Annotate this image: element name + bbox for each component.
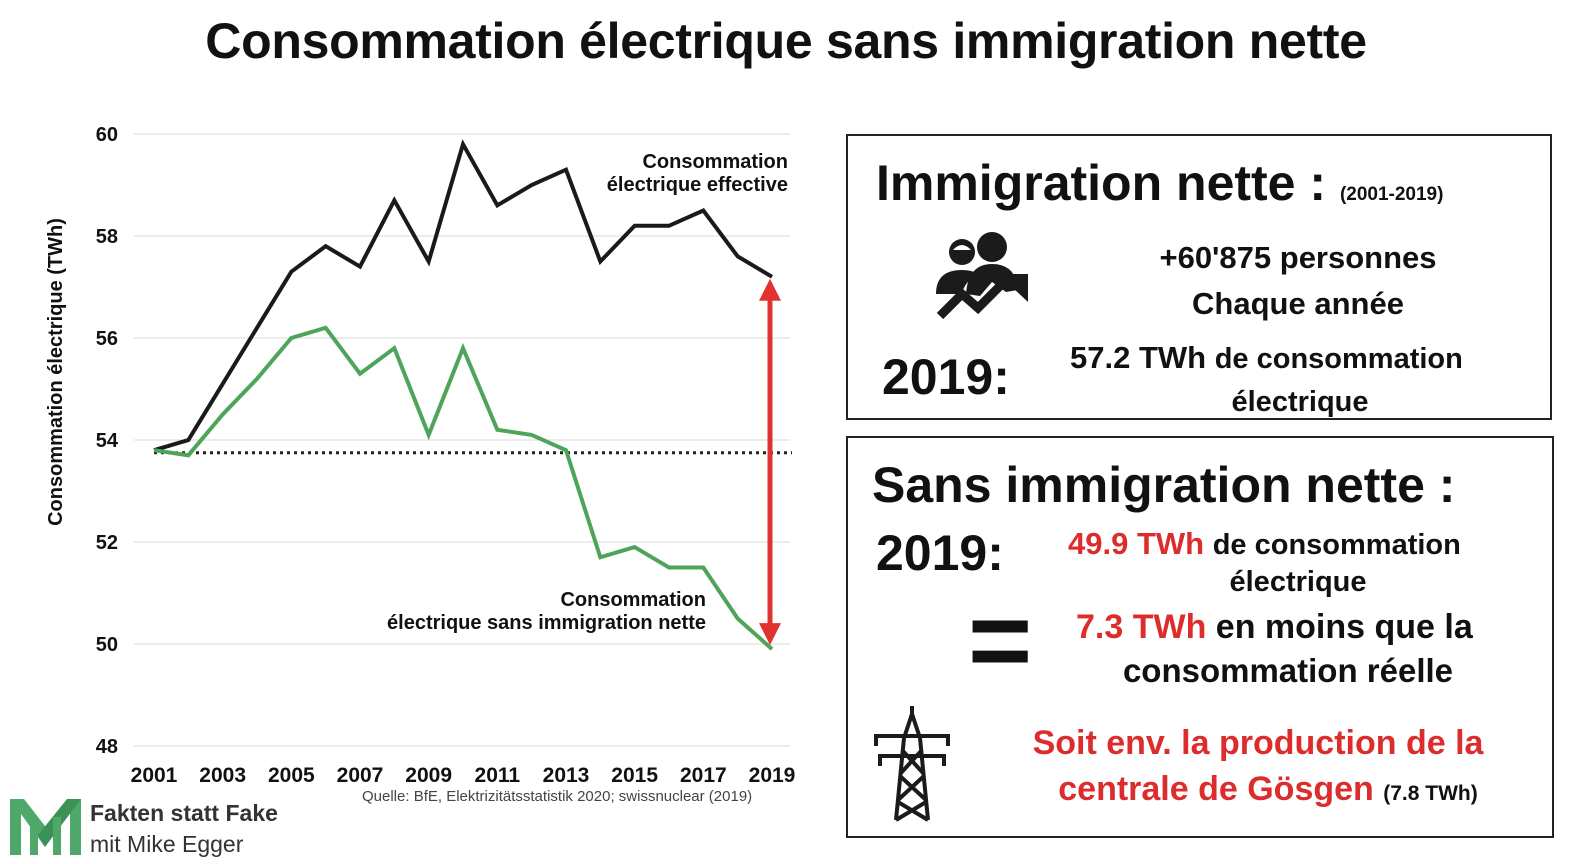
difference-text: en moins que la xyxy=(1215,608,1473,646)
series-line-no-immigration xyxy=(153,325,774,651)
people-growth-icon xyxy=(936,232,1028,320)
immigration-persons: +60'875 personnes xyxy=(1159,240,1437,275)
annotation-actual-line2: électrique effective xyxy=(607,174,788,196)
x-tick-label: 2019 xyxy=(749,764,796,787)
counterfactual-consumption-line: 49.9 TWh de consommation xyxy=(1068,526,1461,562)
actual-consumption-line: 57.2 TWh de consommation xyxy=(1070,340,1463,376)
logo-line1: Fakten statt Fake xyxy=(90,800,278,826)
year-2019-label: 2019: xyxy=(882,349,1010,405)
y-tick-label: 52 xyxy=(96,532,118,554)
y-tick-label: 50 xyxy=(96,634,118,656)
x-tick-label: 2001 xyxy=(131,764,178,787)
immigration-panel: Immigration nette : (2001-2019) +60'875 … xyxy=(846,134,1552,420)
annotation-no-immigration-line2: électrique sans immigration nette xyxy=(387,612,706,634)
immigration-panel-title: Immigration nette : (2001-2019) xyxy=(876,154,1443,212)
immigration-title-text: Immigration nette : xyxy=(876,155,1327,211)
y-tick-labels: 48 50 52 54 56 58 60 xyxy=(96,124,119,758)
no-immigration-panel: Sans immigration nette : 2019: 49.9 TWh … xyxy=(846,436,1554,838)
y-tick-label: 56 xyxy=(96,328,118,350)
gosgen-plant-name: centrale de Gösgen xyxy=(1058,770,1374,808)
y-tick-label: 54 xyxy=(96,430,119,452)
logo-text: Fakten statt Fake mit Mike Egger xyxy=(90,798,278,860)
x-tick-label: 2013 xyxy=(543,764,590,787)
grid-lines xyxy=(134,133,790,747)
gosgen-note-line2: centrale de Gösgen (7.8 TWh) xyxy=(1008,770,1528,809)
y-tick-label: 48 xyxy=(96,736,118,758)
y-tick-label: 60 xyxy=(96,124,118,146)
power-pylon-icon xyxy=(874,706,950,822)
year-2019-label-2: 2019: xyxy=(876,525,1004,581)
series-lines xyxy=(153,139,774,651)
actual-consumption-text: de consommation xyxy=(1214,343,1463,375)
x-tick-label: 2017 xyxy=(680,764,727,787)
actual-consumption-value: 57.2 TWh xyxy=(1070,340,1207,375)
annotation-background xyxy=(590,146,816,198)
gosgen-note-line1: Soit env. la production de la xyxy=(1032,724,1484,762)
no-immigration-title: Sans immigration nette : xyxy=(872,457,1456,513)
arrow-head-down xyxy=(759,623,781,646)
arrow-head-up xyxy=(759,278,781,301)
y-axis-label: Consommation électrique (TWh) xyxy=(45,218,67,526)
counterfactual-line2: électrique xyxy=(1229,566,1367,598)
x-tick-label: 2011 xyxy=(475,764,521,787)
logo-line2: mit Mike Egger xyxy=(90,831,244,857)
counterfactual-text: de consommation xyxy=(1212,529,1461,561)
x-tick-label: 2009 xyxy=(405,764,452,787)
x-tick-label: 2015 xyxy=(611,764,658,787)
x-tick-label: 2005 xyxy=(268,764,315,787)
immigration-per-year: Chaque année xyxy=(1192,286,1404,321)
page-title: Consommation électrique sans immigration… xyxy=(205,13,1367,69)
annotation-actual-line1: Consommation xyxy=(642,151,788,173)
counterfactual-value: 49.9 TWh xyxy=(1068,526,1205,561)
actual-consumption-line2: électrique xyxy=(1231,386,1369,418)
difference-line: 7.3 TWh en moins que la xyxy=(1076,608,1473,647)
annotation-no-immigration-line1: Consommation xyxy=(560,589,706,611)
difference-line2: consommation réelle xyxy=(1122,652,1454,689)
gosgen-production: (7.8 TWh) xyxy=(1383,782,1478,805)
source-note: Quelle: BfE, Elektrizitätsstatistik 2020… xyxy=(362,788,753,805)
y-tick-label: 58 xyxy=(96,226,118,248)
immigration-period: (2001-2019) xyxy=(1339,184,1444,205)
fakten-statt-fake-logo-icon xyxy=(10,799,81,855)
x-tick-label: 2003 xyxy=(199,764,246,787)
x-tick-labels: 2001 2003 2005 2007 2009 2011 2013 2015 2017 2019 xyxy=(131,764,796,787)
difference-arrow xyxy=(759,278,781,646)
series-line-actual xyxy=(153,139,774,453)
x-tick-label: 2007 xyxy=(337,764,384,787)
difference-value: 7.3 TWh xyxy=(1076,608,1207,646)
equals-sign: = xyxy=(968,579,1033,702)
